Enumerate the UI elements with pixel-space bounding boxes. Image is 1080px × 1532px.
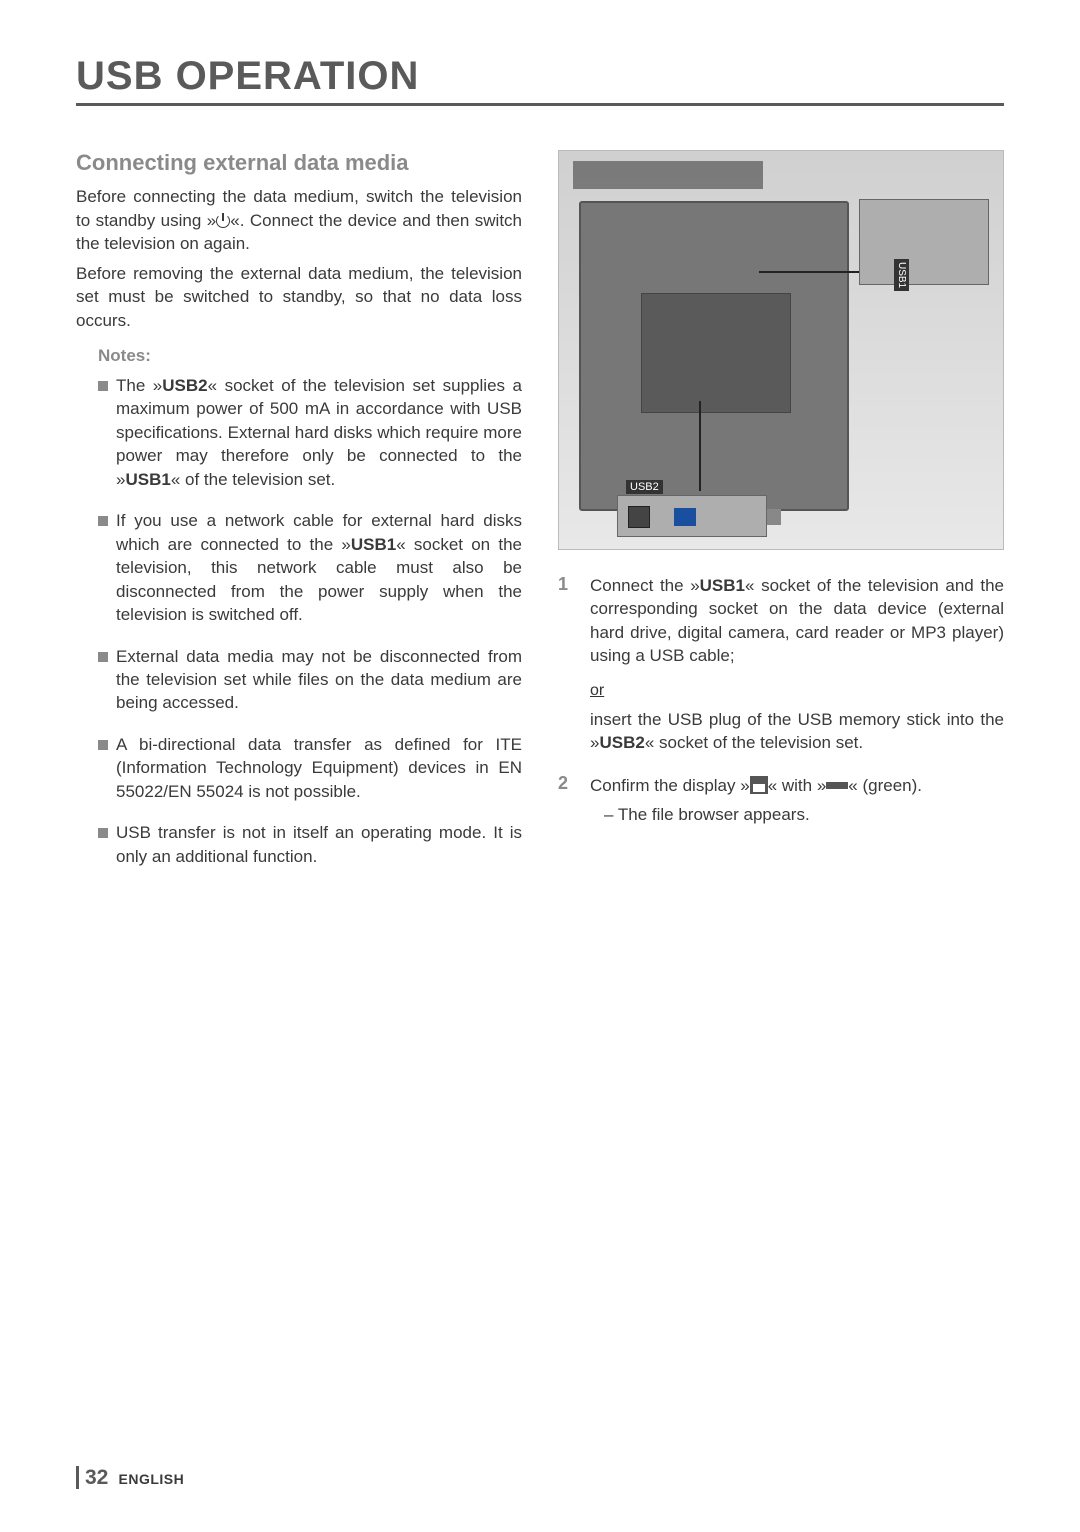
step-span: Connect the » (590, 576, 700, 595)
right-column: USB1 USB2 1 Connect the »USB1« socket of… (558, 150, 1004, 886)
note-bold: USB2 (162, 376, 207, 395)
zoom-arrow (699, 401, 701, 491)
step-item: 1 Connect the »USB1« socket of the telev… (558, 574, 1004, 755)
note-bold: USB1 (351, 535, 396, 554)
note-text: USB transfer is not in itself an operati… (116, 823, 522, 865)
step-sub: – The file browser appears. (590, 803, 1004, 826)
note-item: External data media may not be disconnec… (98, 645, 522, 715)
note-item: The »USB2« socket of the television set … (98, 374, 522, 491)
page-language: ENGLISH (119, 1471, 185, 1487)
intro-paragraph-2: Before removing the external data medium… (76, 262, 522, 332)
step-text: Confirm the display » « with » « (green). (590, 773, 1004, 797)
note-text: A bi-directional data transfer as define… (116, 735, 522, 801)
connection-diagram: USB1 USB2 (558, 150, 1004, 550)
note-text: The » (116, 376, 162, 395)
step-span: Confirm the display » (590, 776, 750, 795)
usb2-label: USB2 (626, 480, 663, 494)
page-title: USB OPERATION (76, 54, 1004, 106)
step-span: « with » (768, 776, 827, 795)
step-text: Connect the »USB1« socket of the televis… (590, 574, 1004, 668)
step-number: 1 (558, 574, 568, 595)
note-bold: USB1 (125, 470, 170, 489)
notes-list: The »USB2« socket of the television set … (76, 374, 522, 868)
usb-stick-icon (674, 508, 696, 526)
step-or: or (590, 682, 1004, 700)
note-item: USB transfer is not in itself an operati… (98, 821, 522, 868)
step-bold: USB1 (700, 576, 745, 595)
display-icon (750, 776, 768, 794)
page-title-text: USB OPERATION (76, 54, 419, 99)
step-item: 2 Confirm the display » « with » « (green)… (558, 773, 1004, 827)
step-text: insert the USB plug of the USB memory st… (590, 708, 1004, 755)
tv-back-illustration (579, 201, 849, 511)
left-column: Connecting external data media Before co… (76, 150, 522, 886)
usb2-zoom: USB2 (617, 495, 767, 537)
usb1-label: USB1 (894, 259, 909, 291)
note-text: External data media may not be disconnec… (116, 647, 522, 713)
step-span: « socket of the television set. (645, 733, 863, 752)
note-item: A bi-directional data transfer as define… (98, 733, 522, 803)
green-button-icon (826, 782, 848, 789)
notes-heading: Notes: (98, 346, 522, 366)
section-heading: Connecting external data media (76, 150, 522, 175)
tv-rear-panel (641, 293, 791, 413)
usb1-zoom (859, 199, 989, 285)
page-footer: 32 ENGLISH (76, 1466, 184, 1490)
intro-paragraph-1: Before connecting the data medium, switc… (76, 185, 522, 255)
step-bold: USB2 (599, 733, 644, 752)
step-number: 2 (558, 773, 568, 794)
content-columns: Connecting external data media Before co… (76, 150, 1004, 886)
step-span: « (green). (848, 776, 922, 795)
diagram-topband (573, 161, 763, 189)
page-number: 32 (76, 1466, 108, 1489)
note-text: « of the television set. (171, 470, 335, 489)
standby-icon (216, 214, 230, 228)
note-item: If you use a network cable for external … (98, 509, 522, 626)
usb2-port-icon (628, 506, 650, 528)
steps-list: 1 Connect the »USB1« socket of the telev… (558, 574, 1004, 827)
